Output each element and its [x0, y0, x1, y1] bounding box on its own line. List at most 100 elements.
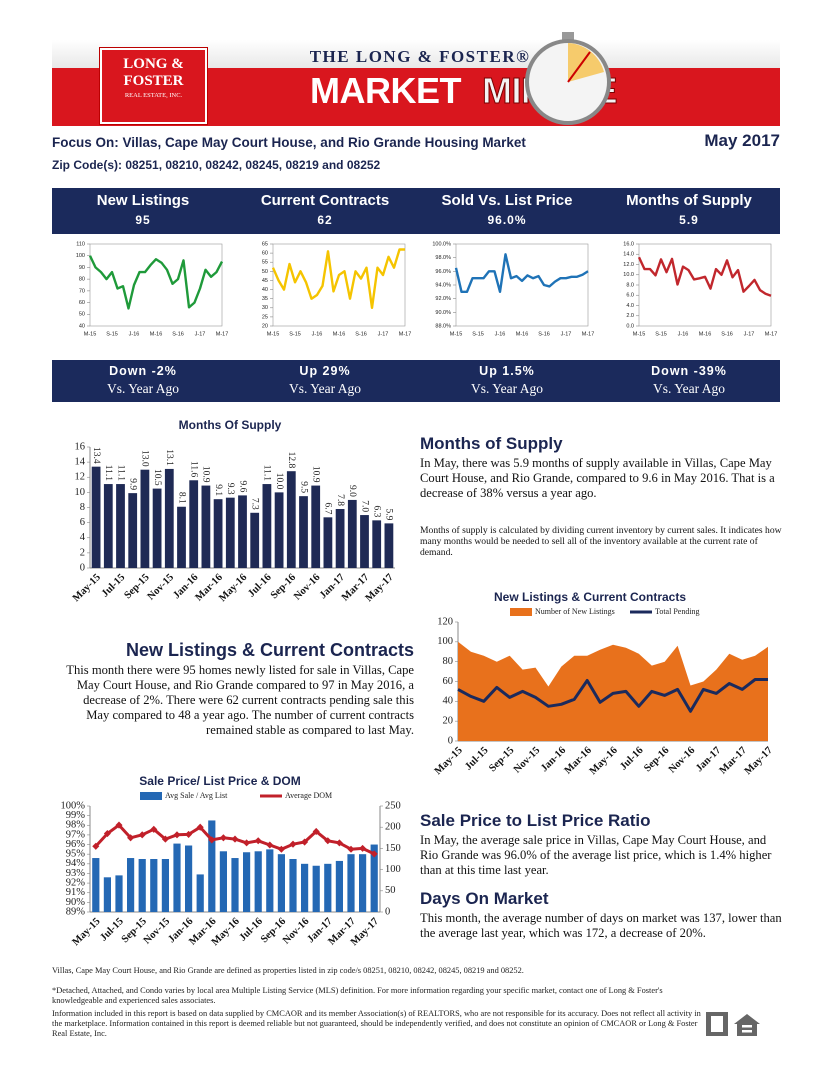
kpi-change-text: Down -2% — [109, 364, 177, 378]
line-marker — [324, 837, 332, 845]
bar — [243, 852, 251, 912]
y-tick-label: 12.0 — [623, 262, 634, 268]
y-tick-label: 14 — [75, 457, 86, 468]
line — [88, 255, 224, 310]
value-label: 13.0 — [140, 450, 150, 467]
bar — [231, 858, 239, 912]
x-tick-label: J-17 — [561, 331, 572, 337]
value-label: 9.6 — [237, 481, 247, 493]
bar — [289, 859, 297, 912]
y-tick-label: 16 — [75, 441, 86, 452]
bar — [116, 484, 125, 568]
line-marker — [347, 845, 355, 853]
y-tick-label: 100.0% — [432, 241, 451, 247]
y-tick-label: 98% — [66, 820, 86, 831]
x-tick-label: May-17 — [364, 572, 396, 604]
y-tick-label: 96% — [66, 839, 86, 850]
x-tick-label: M-15 — [450, 331, 463, 337]
bar — [185, 845, 193, 912]
legend-label: Average DOM — [285, 791, 332, 800]
kpi-change: Up 1.5% Vs. Year Ago — [416, 360, 598, 397]
kpi-change-text: Down -39% — [651, 364, 727, 378]
value-label: 10.5 — [152, 469, 162, 486]
value-label: 7.0 — [359, 500, 369, 512]
y-tick-label: 99% — [66, 810, 86, 821]
stopwatch-crown — [562, 32, 574, 41]
focus: Focus On: Villas, Cape May Court House, … — [52, 135, 526, 150]
bar — [277, 854, 285, 912]
y-tick-label: 8.0 — [626, 282, 634, 288]
kpi-value: 62 — [317, 213, 333, 227]
x-tick-label: Sep-15 — [487, 745, 516, 774]
line-marker — [277, 845, 285, 853]
y-tick-label: 2 — [80, 547, 85, 558]
y-tick-label: 0.0 — [626, 323, 634, 329]
legend-swatch — [140, 792, 162, 800]
bar — [173, 843, 181, 912]
section-heading: New Listings & Current Contracts — [125, 640, 414, 660]
kpi-band: New Listings 95 Current Contracts 62 Sold Vs… — [52, 188, 780, 234]
x-tick-label: J-16 — [495, 331, 506, 337]
y-tick-label: 0 — [448, 735, 453, 746]
y2-tick-label: 200 — [385, 822, 401, 833]
x-tick-label: J-16 — [678, 331, 689, 337]
bar — [208, 820, 216, 912]
logo-line: LONG & — [123, 56, 184, 72]
x-tick-label: M-15 — [84, 331, 97, 337]
equal-housing-logo — [742, 1025, 752, 1028]
plot-frame — [455, 243, 589, 327]
bar — [219, 851, 227, 912]
kpi-comparison: Vs. Year Ago — [288, 381, 361, 396]
x-tick-label: M-15 — [267, 331, 280, 337]
y-tick-label: 8 — [80, 502, 85, 513]
x-tick-label: Nov-15 — [512, 745, 542, 775]
y-tick-label: 100% — [61, 800, 86, 811]
y-tick-label: 14.0 — [623, 252, 634, 258]
line-marker — [312, 827, 320, 835]
bar — [138, 859, 146, 912]
x-tick-label: S-16 — [355, 331, 367, 337]
bar-chart: Months Of Supply0246810121416May-15Jul-1… — [71, 418, 396, 604]
bar — [189, 480, 199, 568]
bar — [103, 484, 113, 568]
y-tick-label: 70 — [79, 288, 85, 294]
x-tick-label: M-17 — [582, 331, 594, 337]
section: Days On Market This month, the average n… — [420, 889, 784, 941]
section: Months of Supply In May, there was 5.9 m… — [420, 434, 782, 558]
line — [271, 248, 405, 309]
x-tick-label: J-17 — [378, 331, 389, 337]
value-label: 9.1 — [213, 484, 223, 496]
chart-title: Sale Price/ List Price & DOM — [139, 774, 300, 788]
bar — [262, 484, 272, 568]
kpi: Months of Supply 5.9 — [598, 188, 780, 227]
section: New Listings & Current Contracts This mo… — [58, 640, 414, 738]
y-tick-label: 90.0% — [435, 310, 451, 316]
x-tick-label: M-16 — [333, 331, 346, 337]
kpi-title: New Listings — [96, 192, 190, 209]
x-tick-label: M-16 — [516, 331, 529, 337]
x-tick-label: S-15 — [655, 331, 667, 337]
logo-line: REAL ESTATE, INC. — [124, 92, 183, 99]
line-marker — [335, 839, 343, 847]
value-label: 8.1 — [176, 492, 186, 504]
bar — [372, 520, 382, 568]
bar — [299, 496, 308, 568]
y-tick-label: 50 — [79, 312, 85, 318]
x-tick-label: Sep-16 — [642, 745, 671, 774]
section-heading: Days On Market — [420, 889, 549, 908]
x-tick-label: Jul-16 — [618, 745, 646, 773]
y-tick-label: 98.0% — [435, 255, 451, 261]
x-tick-label: May-16 — [588, 745, 620, 777]
bar — [177, 506, 186, 568]
y-tick-label: 4.0 — [626, 303, 634, 309]
sparkline-chart: 88.0% 90.0% 92.0% 94.0% 96.0% 98.0% 100.0% M-15… — [432, 241, 594, 337]
footer-note: *Detached, Attached, and Condo varies by… — [52, 986, 663, 1005]
bar — [254, 851, 262, 912]
kpi-title: Sold Vs. List Price — [441, 192, 573, 209]
area-chart: New Listings & Current Contracts 0 20 40 60 8… — [433, 590, 775, 777]
x-tick-label: M-17 — [765, 331, 777, 337]
stopwatch — [525, 32, 611, 125]
y-tick-label: 94% — [66, 858, 86, 869]
bar — [335, 860, 343, 912]
